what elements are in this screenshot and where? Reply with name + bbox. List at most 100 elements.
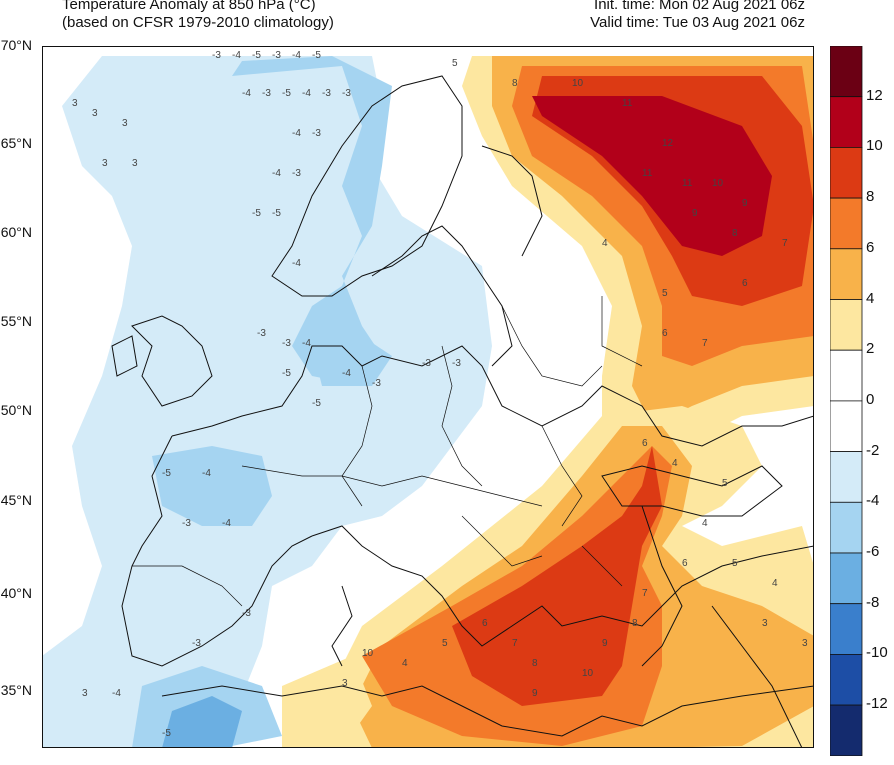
warm-anomaly-3-africa-edge [282, 656, 372, 748]
colorbar-swatch [830, 552, 863, 605]
cold-anomaly-minus6-africa [162, 696, 242, 748]
colorbar-label: -4 [866, 492, 880, 510]
contour-value-label: -4 [242, 88, 251, 99]
contour-value-label: 8 [532, 658, 538, 669]
contour-value-label: 4 [772, 578, 778, 589]
contour-value-label: -5 [312, 398, 321, 409]
cold-anomaly-minus4-germany [312, 336, 392, 386]
contour-value-label: 10 [362, 648, 374, 659]
contour-value-label: 3 [762, 618, 768, 629]
contour-value-label: 8 [512, 78, 518, 89]
contour-value-label: 5 [662, 288, 668, 299]
colorbar-label: -10 [866, 644, 888, 662]
colorbar-swatch [830, 603, 863, 655]
latitude-label: 35°N [0, 682, 32, 698]
contour-value-label: -3 [192, 638, 201, 649]
contour-value-label: -3 [242, 608, 251, 619]
colorbar-swatch [830, 654, 863, 706]
colorbar-swatch [830, 96, 863, 148]
contour-value-label: 7 [702, 338, 708, 349]
contour-value-label: -4 [202, 468, 211, 479]
contour-value-label: 5 [722, 478, 728, 489]
contour-value-label: 6 [662, 328, 668, 339]
contour-value-label: 3 [132, 158, 138, 169]
contour-labels: -3 -4 -5 -3 -4 -5 -4 -3 -5 -4 -3 -3 -4 -3 -4 -3 -5 -5 -4 -3… [72, 50, 808, 739]
contour-value-label: 6 [482, 618, 488, 629]
colorbar-label: -12 [866, 695, 888, 713]
colorbar-swatch [830, 197, 863, 250]
contour-value-label: 6 [682, 558, 688, 569]
contour-value-label: 3 [72, 98, 78, 109]
colorbar-label: 2 [866, 340, 875, 358]
colorbar-swatch [830, 147, 863, 199]
contour-value-label: -3 [342, 88, 351, 99]
contour-value-label: 3 [342, 678, 348, 689]
contour-value-label: -4 [292, 128, 301, 139]
warm-anomaly-10-russia [532, 96, 772, 256]
init-time: Init. time: Mon 02 Aug 2021 06z [594, 0, 805, 13]
contour-value-label: 3 [122, 118, 128, 129]
latitude-label: 60°N [0, 224, 32, 240]
contour-value-label: -4 [342, 368, 351, 379]
time-info-block: Init. time: Mon 02 Aug 2021 06z Valid ti… [590, 0, 805, 32]
contour-value-label: 5 [442, 638, 448, 649]
country-borders [132, 296, 643, 607]
cold-anomaly-minus2-area [42, 56, 492, 748]
contour-value-label: -3 [212, 50, 221, 61]
contour-value-label: -5 [252, 208, 261, 219]
latitude-label: 45°N [0, 492, 32, 508]
colorbar-swatch [830, 349, 863, 402]
contour-value-label: -4 [302, 338, 311, 349]
contour-value-label: -3 [262, 88, 271, 99]
contour-value-label: 3 [92, 108, 98, 119]
contour-value-label: -4 [272, 168, 281, 179]
colorbar-label: 0 [866, 390, 875, 408]
contour-value-label: 4 [402, 658, 408, 669]
contour-value-label: -4 [292, 50, 301, 61]
colorbar-label: -8 [866, 593, 880, 611]
contour-value-label: 8 [732, 228, 738, 239]
cold-anomaly-minus4-area [232, 56, 392, 386]
contour-value-label: 4 [702, 518, 708, 529]
contour-value-label: -4 [222, 518, 231, 529]
contour-value-label: -5 [282, 88, 291, 99]
latitude-label: 55°N [0, 313, 32, 329]
contour-value-label: 9 [532, 688, 538, 699]
contour-value-label: -4 [292, 258, 301, 269]
contour-value-label: 7 [642, 588, 648, 599]
contour-value-label: 3 [102, 158, 108, 169]
contour-value-label: -3 [257, 328, 266, 339]
contour-value-label: -3 [452, 358, 461, 369]
colorbar-label: 8 [866, 188, 875, 206]
colorbar-swatch [830, 704, 863, 756]
contour-value-label: 6 [742, 278, 748, 289]
coastlines [111, 75, 814, 748]
contour-value-label: -5 [162, 728, 171, 739]
contour-value-label: 3 [82, 688, 88, 699]
contour-value-label: -4 [112, 688, 121, 699]
contour-value-label: 8 [632, 618, 638, 629]
chart-subtitle: (based on CFSR 1979-2010 climatology) [62, 14, 334, 31]
contour-value-label: -3 [372, 378, 381, 389]
colorbar-label: 12 [866, 86, 883, 104]
contour-value-label: -3 [422, 358, 431, 369]
contour-value-label: 6 [642, 438, 648, 449]
contour-value-label: -3 [282, 338, 291, 349]
latitude-label: 65°N [0, 135, 32, 151]
colorbar [830, 46, 863, 756]
warm-anomaly-8-med [452, 446, 662, 706]
colorbar-label: 10 [866, 137, 883, 155]
contour-value-label: 12 [662, 138, 674, 149]
contour-value-label: -3 [292, 168, 301, 179]
colorbar-swatch [830, 46, 863, 98]
contour-value-label: 9 [692, 208, 698, 219]
latitude-label: 50°N [0, 402, 32, 418]
contour-value-label: -5 [282, 368, 291, 379]
contour-value-label: 3 [802, 638, 808, 649]
contour-value-label: -5 [312, 50, 321, 61]
contour-value-label: 9 [602, 638, 608, 649]
colorbar-swatch [830, 501, 863, 554]
contour-value-label: 11 [642, 168, 653, 179]
contour-value-label: 5 [732, 558, 738, 569]
contour-value-label: 11 [682, 178, 693, 189]
